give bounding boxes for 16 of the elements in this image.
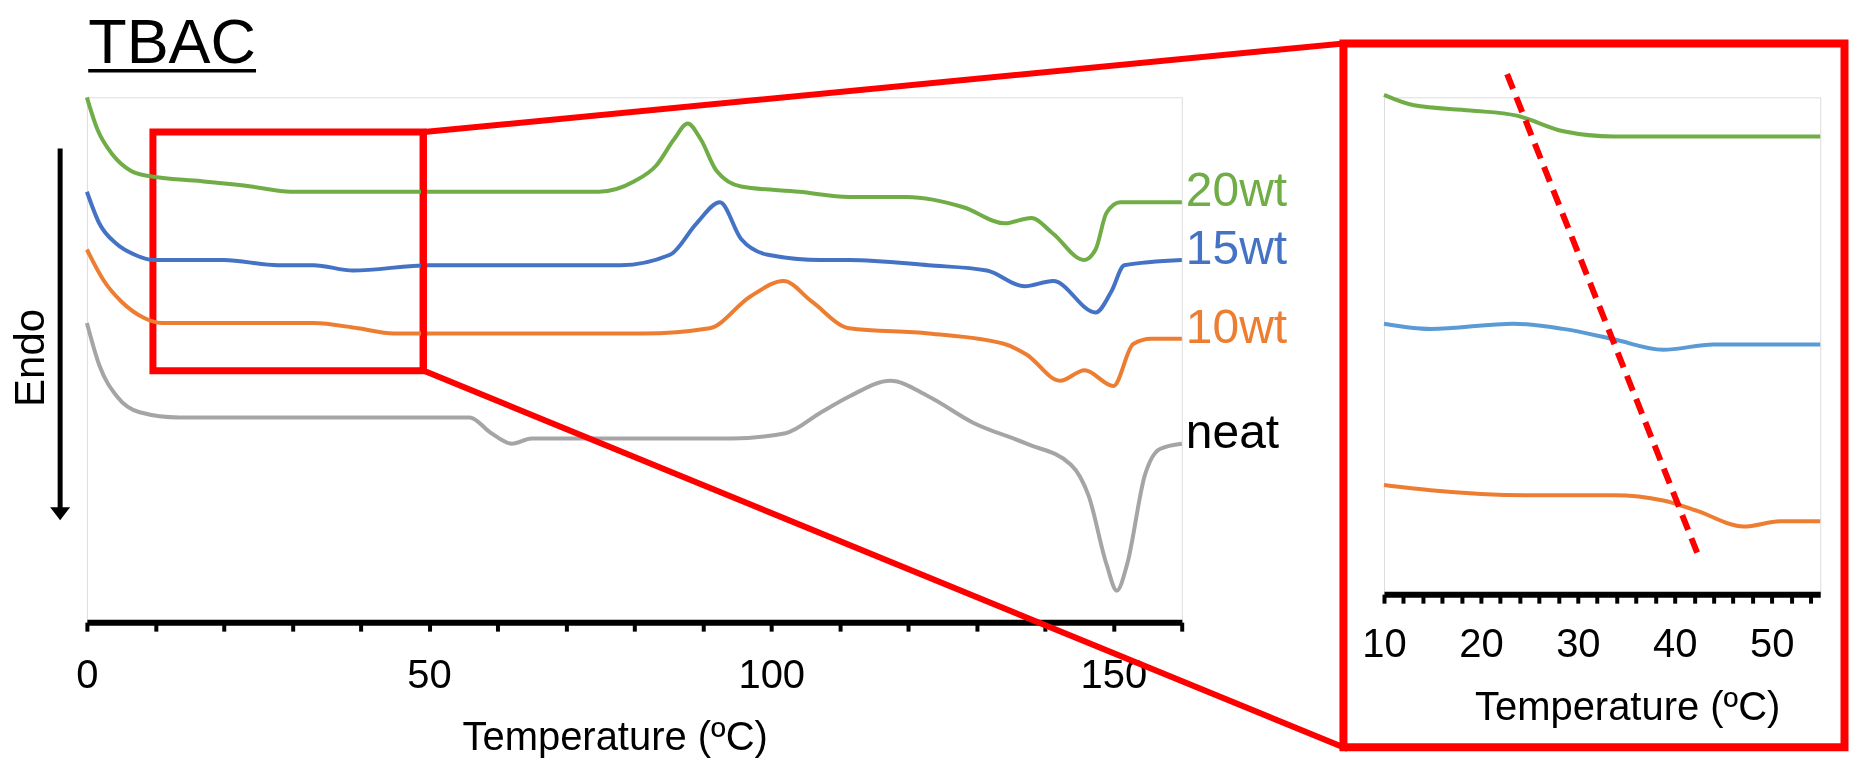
x-tick-label: 40: [1653, 620, 1698, 665]
series-label: 15wt: [1185, 221, 1288, 274]
x-tick-label: 0: [76, 651, 99, 696]
series-label: neat: [1185, 404, 1280, 458]
x-tick-label: 30: [1556, 620, 1601, 665]
x-tick-label: 20: [1459, 620, 1504, 665]
x-axis-title: Temperature (ºC): [462, 713, 768, 758]
series-label: 10wt: [1185, 299, 1288, 353]
x-tick-label: 50: [1750, 620, 1795, 665]
x-axis-title: Temperature (ºC): [1474, 683, 1781, 728]
chart-title: TBAC: [88, 6, 257, 77]
x-tick-label: 100: [738, 651, 806, 696]
series-label: 20wt: [1185, 163, 1288, 217]
y-axis-title: Endo: [5, 308, 53, 407]
x-tick-label: 10: [1362, 620, 1407, 665]
x-tick-label: 50: [407, 651, 452, 696]
